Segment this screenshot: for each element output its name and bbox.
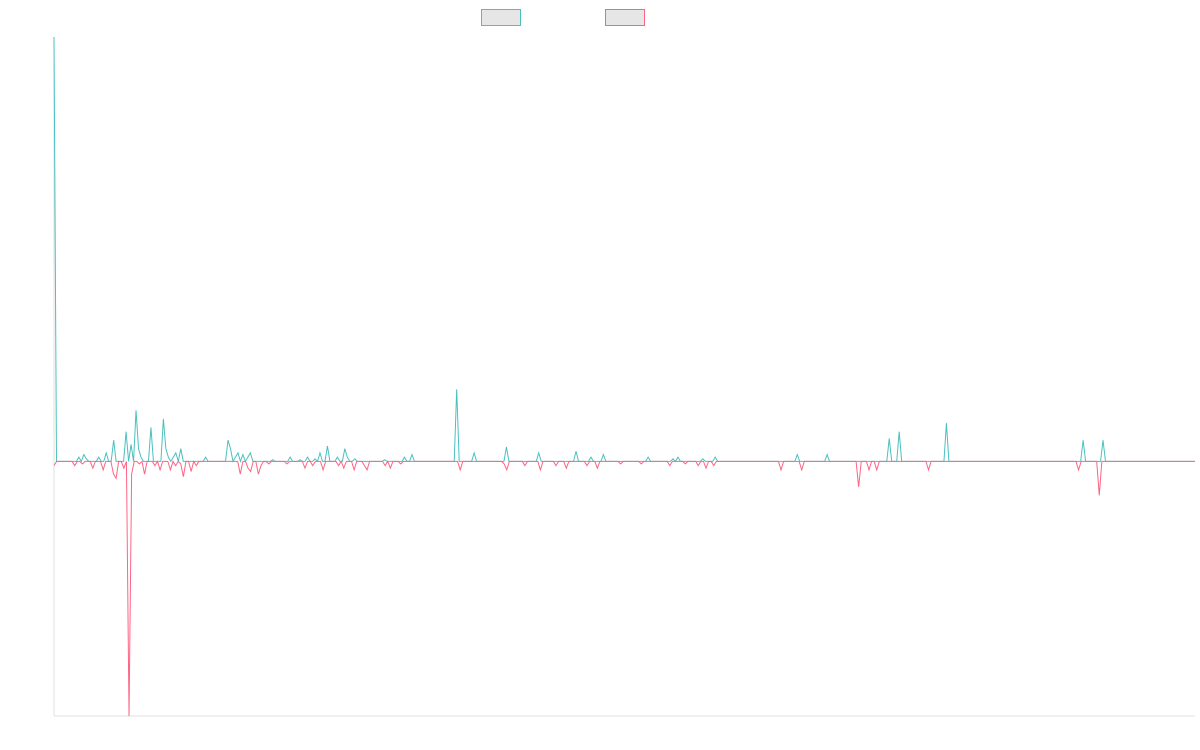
chart-axes: [53, 37, 1195, 717]
series-line-2: [53, 460, 1195, 717]
legend: [481, 9, 645, 26]
legend-swatch-1[interactable]: [481, 9, 521, 26]
plot-area: [53, 36, 1195, 717]
legend-swatch-2[interactable]: [605, 9, 645, 26]
series-line-1: [53, 36, 1195, 463]
